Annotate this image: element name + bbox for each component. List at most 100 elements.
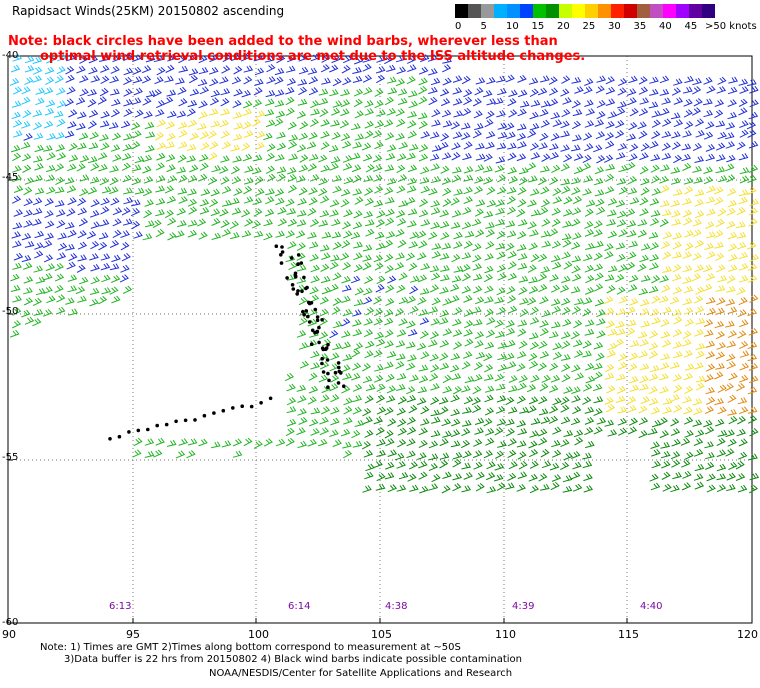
wind-barb <box>264 109 275 117</box>
wind-barb <box>495 330 505 339</box>
contamination-circle <box>313 307 318 312</box>
wind-barb <box>561 297 571 306</box>
wind-barb <box>89 253 99 261</box>
wind-barb <box>177 220 187 228</box>
wind-barb <box>361 142 372 151</box>
wind-barb <box>354 56 364 65</box>
wind-barb <box>44 108 55 116</box>
wind-barb <box>111 132 122 141</box>
wind-barb <box>307 207 317 217</box>
wind-barb <box>320 130 330 139</box>
wind-barb <box>175 450 186 459</box>
wind-barb <box>398 296 409 305</box>
wind-barb <box>221 65 231 74</box>
wind-barb <box>538 340 548 349</box>
wind-barb <box>196 218 207 227</box>
wind-barb <box>651 119 661 128</box>
wind-barb <box>232 111 243 119</box>
wind-barb <box>463 328 473 337</box>
wind-barb <box>277 218 288 227</box>
wind-barb <box>692 77 702 86</box>
wind-barb <box>716 264 726 273</box>
wind-barb <box>717 131 727 140</box>
wind-barb <box>517 141 527 149</box>
wind-barb <box>35 288 46 296</box>
wind-barb <box>418 364 429 372</box>
wind-barb <box>749 99 759 108</box>
contamination-circle <box>333 370 338 375</box>
wind-barb <box>330 374 340 383</box>
wind-barb <box>374 374 384 383</box>
wind-barb <box>353 263 363 273</box>
wind-barb <box>330 119 340 127</box>
wind-barb <box>417 386 428 394</box>
wind-barb <box>364 395 374 404</box>
wind-barb <box>90 199 100 208</box>
wind-barb <box>497 122 508 130</box>
wind-barb <box>13 209 24 217</box>
wind-barb <box>144 220 155 228</box>
wind-barb <box>584 427 594 436</box>
wind-barb <box>219 76 229 84</box>
wind-barb <box>585 108 596 116</box>
wind-barb <box>352 141 362 149</box>
wind-barb <box>519 308 529 318</box>
wind-barb <box>706 185 716 194</box>
wind-barb <box>562 475 573 483</box>
wind-barb <box>453 306 463 316</box>
wind-barb <box>319 244 330 252</box>
wind-barb <box>32 218 42 226</box>
wind-barb <box>352 319 362 327</box>
wind-barb <box>506 339 516 348</box>
wind-barb <box>243 76 253 85</box>
wind-barb <box>746 121 757 130</box>
wind-barb <box>374 141 384 150</box>
wind-barb <box>585 242 595 250</box>
wind-barb <box>562 239 572 248</box>
wind-barb <box>549 384 559 393</box>
wind-barb <box>407 177 417 185</box>
wind-barb <box>735 460 745 470</box>
wind-barb <box>385 373 395 382</box>
wind-barb <box>376 383 386 392</box>
wind-barb <box>418 77 428 86</box>
wind-barb <box>725 298 736 306</box>
wind-barb <box>351 372 361 381</box>
wind-barb <box>21 141 31 150</box>
wind-barb <box>736 287 746 296</box>
wind-barb <box>596 309 606 318</box>
wind-barb <box>593 407 603 417</box>
wind-barb <box>354 419 365 427</box>
wind-barb <box>430 221 441 230</box>
wind-barb <box>408 100 419 109</box>
wind-barb <box>639 308 650 316</box>
wind-barb <box>660 185 670 194</box>
wind-barb <box>472 130 482 139</box>
wind-barb <box>221 185 232 194</box>
wind-barb <box>89 298 99 307</box>
wind-barb <box>233 65 243 75</box>
wind-barb <box>682 209 692 218</box>
wind-barb <box>716 154 726 162</box>
wind-barb <box>615 321 625 329</box>
wind-barb <box>177 86 187 95</box>
wind-barb <box>252 99 263 108</box>
wind-barb <box>537 176 548 186</box>
wind-barb <box>178 129 188 138</box>
wind-barb <box>308 76 319 85</box>
wind-barb <box>529 430 539 438</box>
wind-barb <box>438 397 449 405</box>
wind-barb <box>131 164 142 172</box>
wind-barb <box>287 173 297 183</box>
wind-barb <box>77 207 88 216</box>
wind-barb <box>649 88 659 96</box>
wind-barb <box>386 177 397 185</box>
wind-barb <box>242 153 253 162</box>
wind-barb <box>210 208 221 217</box>
wind-barb <box>79 174 90 182</box>
wind-barb <box>648 350 659 359</box>
wind-barb <box>529 88 539 98</box>
wind-barb <box>46 152 56 161</box>
legend-swatch <box>546 4 559 18</box>
wind-barb <box>496 482 506 491</box>
